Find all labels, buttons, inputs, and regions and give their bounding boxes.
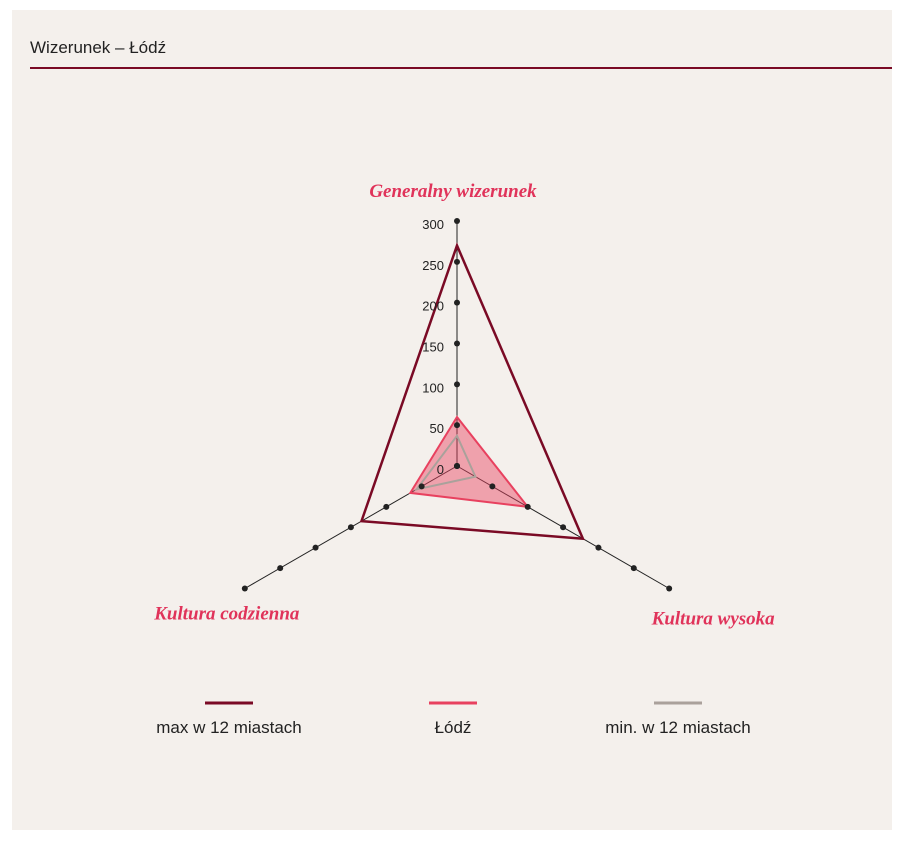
tick-dot — [560, 524, 567, 531]
tick-label: 100 — [422, 380, 444, 395]
series-polygon — [414, 433, 477, 491]
tick-label: 250 — [422, 258, 444, 273]
tick-dot — [454, 463, 460, 469]
legend-label: max w 12 miastach — [156, 718, 302, 737]
panel — [12, 10, 892, 830]
tick-dot — [454, 381, 460, 388]
tick-dot — [454, 422, 460, 429]
tick-dot — [524, 503, 531, 510]
tick-dot — [241, 585, 248, 592]
legend-label: min. w 12 miastach — [605, 718, 751, 737]
legend-label: Łódź — [435, 718, 472, 737]
tick-dot — [489, 483, 496, 490]
tick-label: 50 — [430, 421, 444, 436]
tick-dot — [277, 565, 284, 572]
axis-category-label: Generalny wizerunek — [369, 181, 537, 202]
tick-dot — [666, 585, 673, 592]
tick-label: 200 — [422, 299, 444, 314]
series-polygon — [359, 242, 585, 541]
tick-dot — [454, 299, 460, 306]
tick-dot — [595, 544, 602, 551]
tick-dot — [454, 258, 460, 265]
tick-dot — [312, 544, 319, 551]
tick-dot — [347, 524, 354, 531]
tick-dot — [383, 503, 390, 510]
axis-category-label: Kultura codzienna — [153, 604, 300, 625]
tick-label: 300 — [422, 217, 444, 232]
axis-category-label: Kultura wysoka — [651, 609, 776, 630]
tick-dot — [418, 483, 425, 490]
tick-label: 150 — [422, 340, 444, 355]
tick-dot — [630, 565, 637, 572]
tick-dot — [454, 218, 460, 224]
tick-dot — [454, 340, 460, 347]
tick-label: 0 — [437, 462, 444, 477]
chart-title: Wizerunek – Łódź — [30, 38, 166, 57]
